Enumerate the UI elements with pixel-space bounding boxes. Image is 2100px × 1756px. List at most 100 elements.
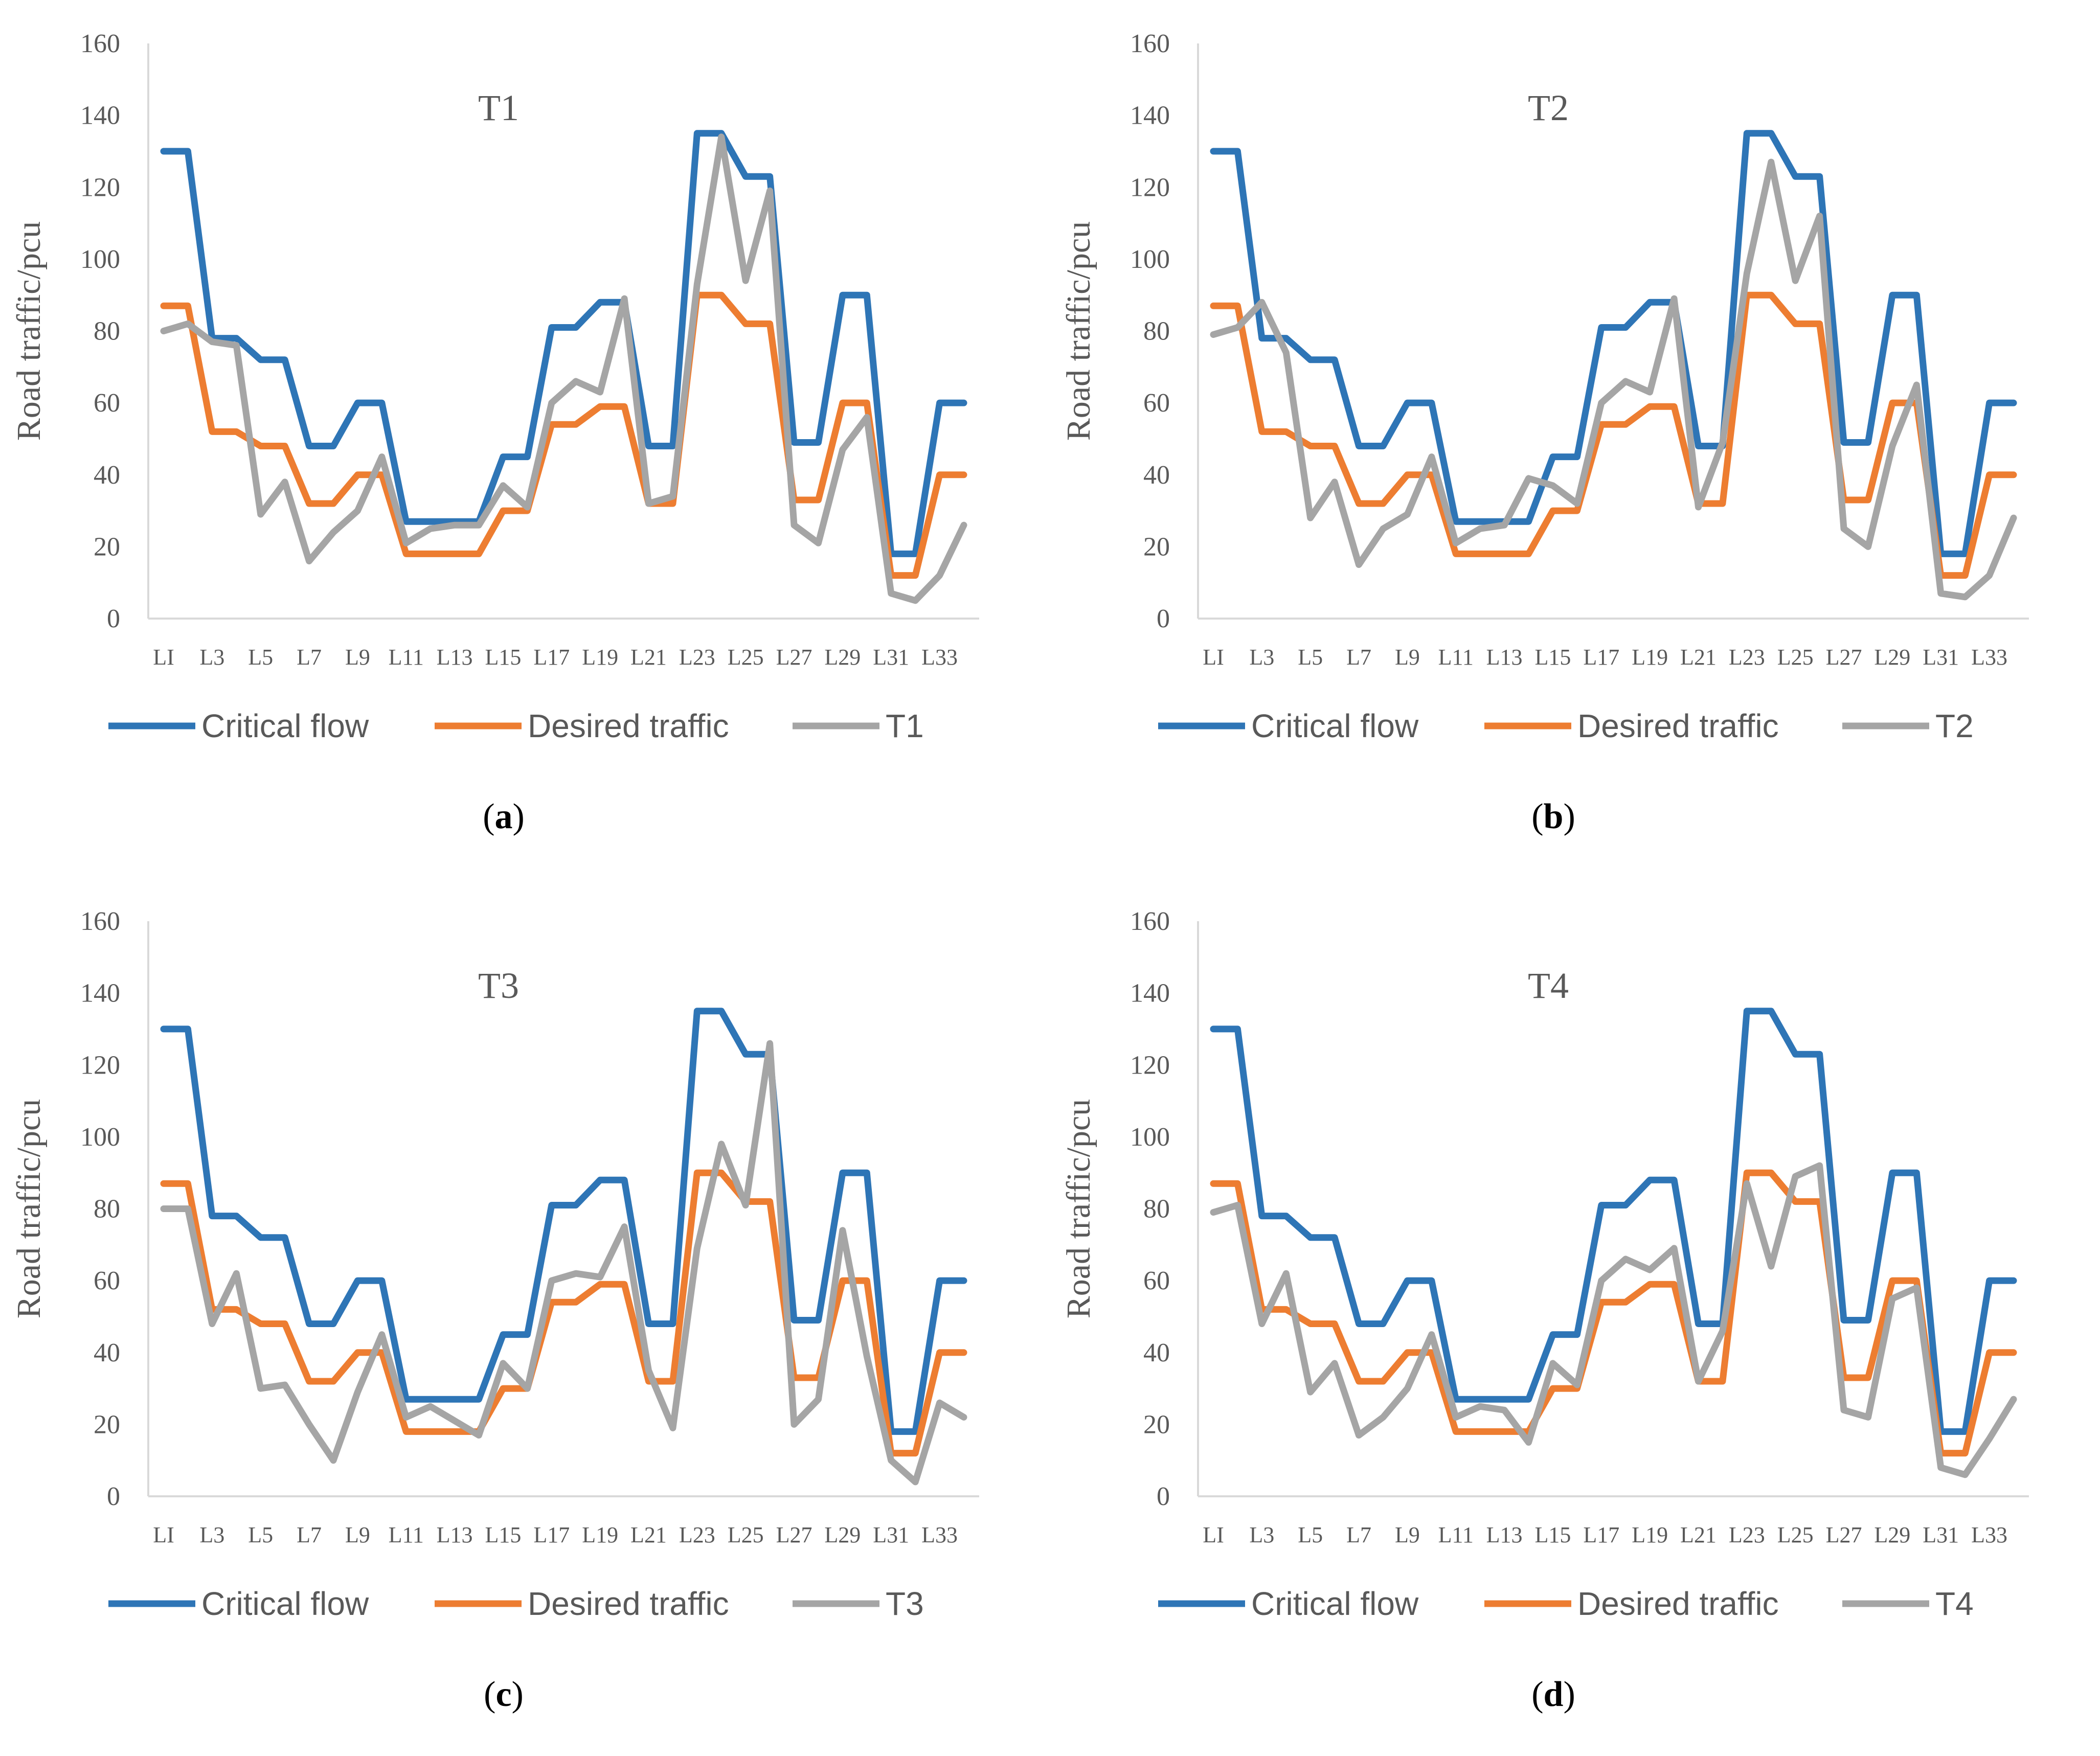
x-tick-label: L33 [1971,645,2007,670]
x-tick-label: L19 [582,645,618,670]
y-tick-label: 120 [80,1051,120,1080]
x-tick-label: LI [1203,645,1224,670]
y-axis-title: Road traffic/pcu [1060,221,1097,441]
legend-label: Desired traffic [1577,708,1779,744]
legend-label: T4 [1935,1585,1974,1622]
y-tick-label: 100 [1130,1123,1170,1152]
x-tick-label: L17 [533,645,570,670]
panel-caption: (a) [483,797,525,836]
y-tick-label: 100 [80,1123,120,1152]
x-tick-label: L33 [921,645,958,670]
x-tick-label: L31 [1923,1522,1959,1547]
line-chart-svg: 0 20 40 60 80 100 120 140 160 LI L3 L5 L7 L9 L11 L13 L15… [1060,29,2029,836]
series-line-critical-flow [1210,130,2017,557]
y-tick-label: 20 [1143,532,1170,561]
x-tick-label: L9 [1395,1522,1420,1547]
x-tick-label: L33 [921,1522,958,1547]
y-tick-label: 160 [1130,907,1170,936]
x-tick-label: L25 [1777,645,1814,670]
x-tick-label: L25 [1777,1522,1814,1547]
x-tick-label: LI [1203,1522,1224,1547]
x-tick-label: L5 [1298,645,1323,670]
y-tick-label: 140 [80,979,120,1008]
chart-title: T4 [1528,965,1569,1006]
chart-panel-c: 0 20 40 60 80 100 120 140 160 LI L3 L5 L7 L9 L11 L13 L15… [0,878,1033,1755]
y-tick-label: 40 [94,461,120,490]
x-tick-label: L3 [1249,1522,1274,1547]
x-tick-label: L9 [1395,645,1420,670]
x-tick-label: L21 [1680,645,1717,670]
legend-label: Critical flow [201,708,369,744]
y-tick-label: 20 [1143,1410,1170,1439]
series-line-desired-traffic [1210,1169,2017,1457]
x-tick-label: L19 [582,1522,618,1547]
y-axis-title: Road traffic/pcu [1060,1099,1097,1318]
x-tick-label: L31 [873,645,909,670]
x-tick-label: LI [153,1522,174,1547]
x-tick-label: L9 [345,645,370,670]
chart-title: T2 [1528,87,1569,128]
y-tick-label: 0 [1157,604,1170,633]
series-line-desired-traffic [1210,291,2017,579]
x-tick-label: L7 [1346,1522,1371,1547]
x-tick-label: L11 [389,645,424,670]
chart-panel-d: 0 20 40 60 80 100 120 140 160 LI L3 L5 L7 L9 L11 L13 L15… [1050,878,2083,1755]
y-tick-label: 100 [80,245,120,274]
x-tick-label: L15 [1534,1522,1571,1547]
x-tick-label: L25 [728,1522,764,1547]
series-line-t2 [1210,158,2017,601]
x-tick-label: L29 [824,1522,861,1547]
y-tick-label: 20 [94,1410,120,1439]
x-tick-label: L5 [248,1522,273,1547]
x-tick-label: L13 [1486,645,1523,670]
y-tick-label: 60 [94,1266,120,1295]
series-line-critical-flow [160,130,967,557]
y-tick-label: 80 [94,317,120,346]
legend-label: T2 [1935,708,1974,744]
y-tick-label: 20 [94,532,120,561]
legend-label: T1 [886,708,924,744]
legend-label: Critical flow [1251,708,1419,744]
y-axis-title: Road traffic/pcu [10,1099,48,1318]
legend-label: T3 [886,1585,924,1622]
x-tick-label: L27 [1826,1522,1862,1547]
y-tick-label: 0 [107,1482,120,1511]
x-tick-label: L7 [297,645,322,670]
x-tick-label: L23 [679,1522,715,1547]
y-tick-label: 0 [1157,1482,1170,1511]
x-tick-label: L15 [1534,645,1571,670]
panel-caption: (b) [1531,797,1575,836]
legend-label: Desired traffic [528,708,729,744]
y-tick-label: 60 [1143,1266,1170,1295]
y-tick-label: 140 [1130,101,1170,130]
chart-title: T1 [478,87,519,128]
panel-caption: (c) [484,1675,524,1714]
y-tick-label: 120 [80,173,120,202]
y-tick-label: 80 [94,1195,120,1224]
x-tick-label: L27 [776,645,812,670]
y-tick-label: 160 [1130,29,1170,58]
x-tick-label: L29 [1874,1522,1910,1547]
x-tick-label: L17 [1583,1522,1619,1547]
y-tick-label: 40 [94,1338,120,1367]
x-tick-label: L11 [1438,645,1474,670]
x-tick-label: L19 [1632,1522,1668,1547]
x-tick-label: L29 [1874,645,1910,670]
legend-label: Desired traffic [1577,1585,1779,1622]
y-tick-label: 40 [1143,1338,1170,1367]
x-tick-label: LI [153,645,174,670]
chart-panel-b: 0 20 40 60 80 100 120 140 160 LI L3 L5 L7 L9 L11 L13 L15… [1050,0,2083,878]
series-line-t4 [1210,1162,2017,1478]
x-tick-label: L31 [873,1522,909,1547]
x-tick-label: L25 [728,645,764,670]
x-tick-label: L21 [1680,1522,1717,1547]
x-tick-label: L21 [630,1522,667,1547]
chart-title: T3 [478,965,519,1006]
series-line-desired-traffic [160,291,967,579]
x-tick-label: L15 [485,645,521,670]
line-chart-svg: 0 20 40 60 80 100 120 140 160 LI L3 L5 L7 L9 L11 L13 L15… [10,29,979,836]
line-chart-svg: 0 20 40 60 80 100 120 140 160 LI L3 L5 L7 L9 L11 L13 L15… [10,907,979,1714]
y-tick-label: 160 [80,29,120,58]
y-tick-label: 60 [1143,389,1170,418]
y-tick-label: 60 [94,389,120,418]
